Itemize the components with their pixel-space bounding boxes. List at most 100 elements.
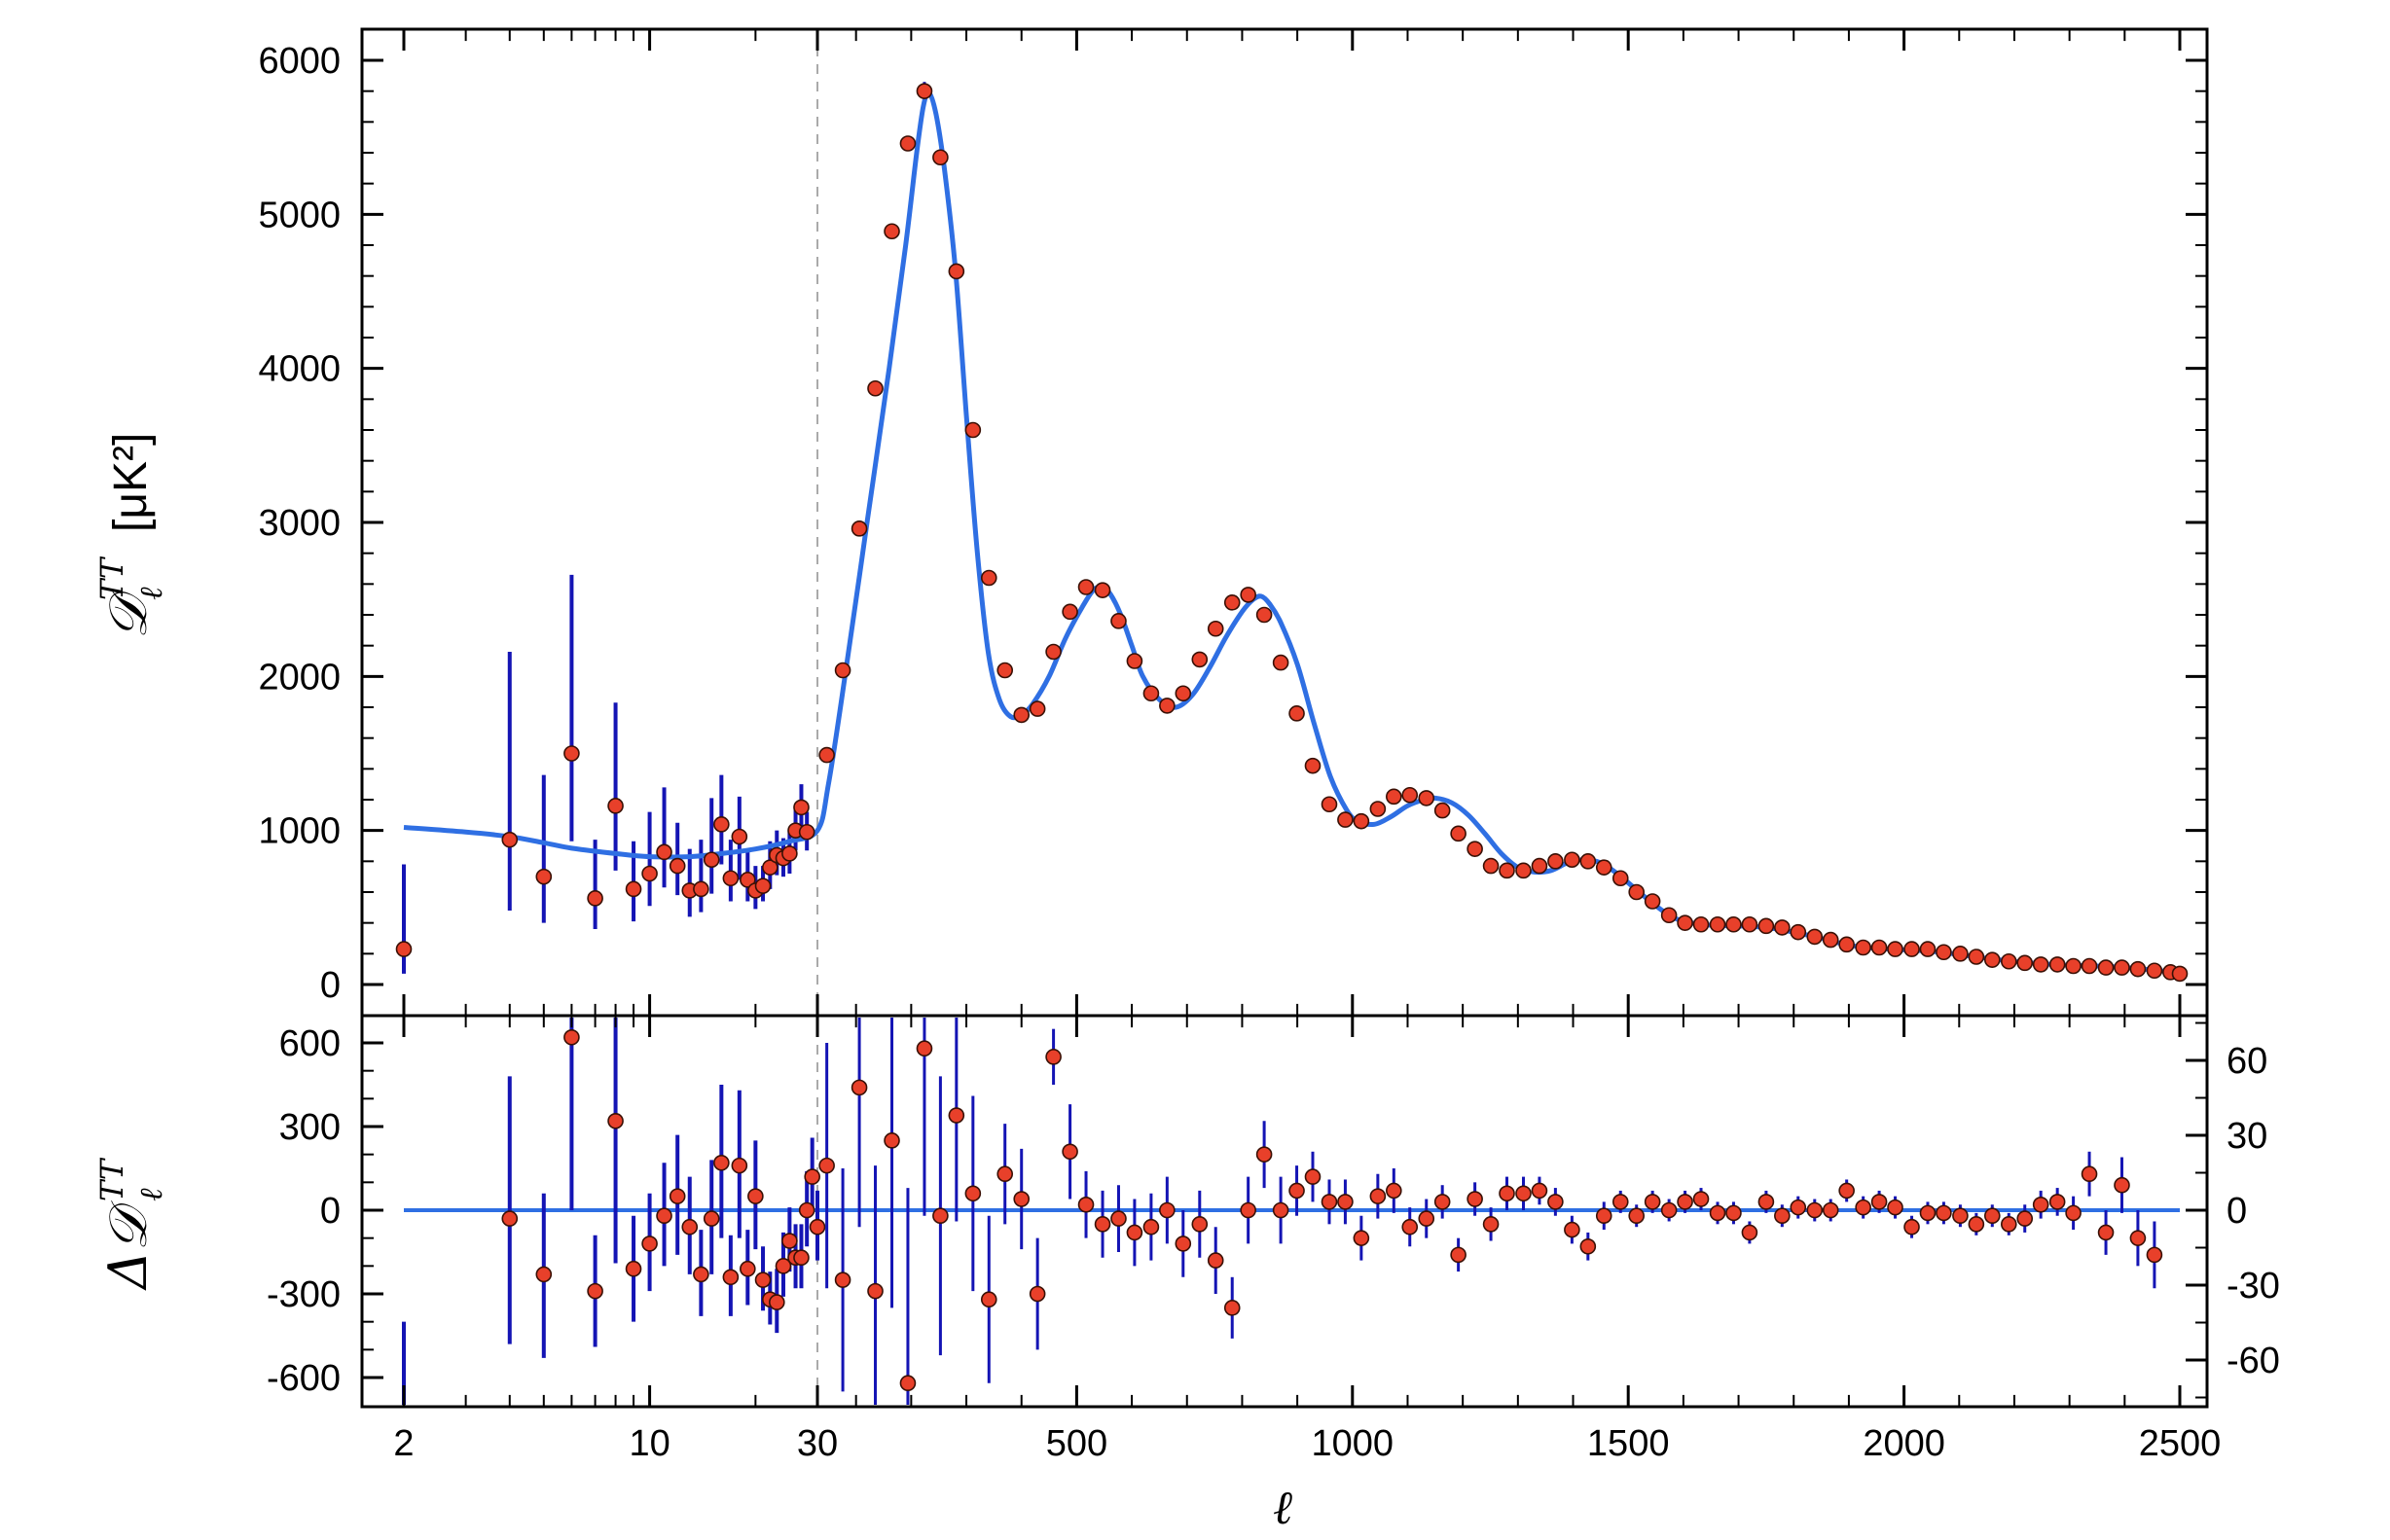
top-y-tick-label: 0 [320,965,341,1006]
residual-data-point [1191,1216,1209,1233]
residual-data-point [625,1260,642,1277]
residual-data-point [1531,1182,1548,1200]
top-panel-frame [360,27,2209,1018]
top-data-point [1968,949,1985,965]
top-data-point [1741,915,1758,933]
top-data-point [587,890,603,907]
top-data-point [1223,594,1241,611]
residual-data-point [713,1154,730,1171]
top-y-tick-label: 1000 [258,811,341,852]
residual-data-point [2000,1216,2017,1233]
residual-data-point [1255,1146,1273,1163]
top-data-point [1450,825,1467,842]
residual-data-point [1564,1221,1580,1238]
bottom-y-tick-label: 600 [279,1023,341,1064]
x-tick-label: 500 [1046,1423,1107,1464]
residual-data-point [809,1218,826,1236]
residual-data-point [1418,1210,1435,1227]
top-data-point [1936,944,1952,961]
bottom-y-axis-label-sub: ℓ [132,1188,169,1201]
residual-data-point [2114,1176,2130,1194]
residual-data-point [1272,1201,1289,1219]
top-data-point [1855,939,1871,956]
top-data-point [781,845,798,862]
bottom-y-tick-label: -600 [267,1358,341,1399]
residual-data-point [834,1271,851,1288]
top-data-point [1822,931,1839,949]
top-y-axis-label-sup: TT [93,555,130,600]
top-data-point [625,880,642,898]
labels-layer: 2 10 30 500 1000 1500 2000 2500ℓ010002000300040… [93,41,2280,1535]
top-data-point [1564,851,1580,869]
top-data-point [1482,857,1500,875]
residual-data-point [641,1236,658,1252]
top-data-point [1790,923,1807,941]
residual-data-point [818,1157,835,1174]
top-data-point [1337,811,1354,828]
residual-data-point [1401,1218,1419,1236]
residual-data-point [2097,1224,2115,1241]
residual-data-point [804,1168,820,1185]
top-data-point [2048,956,2066,973]
bottom-y-axis-label-sup: TT [93,1157,130,1201]
top-data-point [1870,939,1888,956]
residual-data-point [1887,1199,1903,1216]
residual-data-point [932,1207,949,1225]
residual-data-point [1725,1204,1742,1222]
top-data-point [964,421,982,439]
residual-data-point [2032,1196,2049,1213]
top-data-point [722,870,740,887]
top-data-point [793,799,810,816]
top-y-axis-label-sub: ℓ [132,587,169,600]
top-y-tick-label: 6000 [258,41,341,82]
residual-data-point [2048,1194,2066,1210]
residual-data-point [1547,1194,1564,1210]
residual-data-point [703,1210,720,1227]
residual-data-point [1369,1188,1387,1204]
residual-data-point [1142,1218,1160,1236]
top-data-point [1919,941,1937,957]
residual-data-point [1126,1224,1143,1241]
top-data-point [2097,959,2115,976]
residual-data-point [669,1188,686,1204]
x-tick-label: 2000 [1863,1423,1945,1464]
top-data-point [1467,841,1483,857]
residual-data-point [1337,1194,1354,1210]
residual-data-point [793,1249,810,1267]
bottom-y-tick-label: 300 [279,1107,341,1148]
residual-data-point [1903,1218,1920,1236]
residual-data-point [1159,1201,1176,1219]
bottom-right-y-tick-label: -30 [2227,1266,2280,1307]
residual-data-point [916,1040,933,1057]
top-data-point [948,263,965,280]
residual-data-point [1467,1191,1483,1207]
top-data-point [501,831,519,848]
residual-data-point [1579,1237,1597,1255]
top-data-point [1401,786,1419,804]
top-data-point [1903,941,1920,957]
top-data-point [980,569,997,587]
top-data-point [851,520,868,537]
top-data-point [1983,951,2001,968]
residual-data-point [1207,1252,1224,1269]
top-data-point [1547,853,1564,870]
residual-data-point [1321,1194,1338,1210]
top-data-point [1725,915,1742,933]
bottom-y-tick-label: -300 [267,1274,341,1315]
top-data-point [1595,859,1612,876]
top-data-point [2129,960,2147,978]
top-data-point [1628,883,1646,901]
top-data-point [2171,965,2189,983]
top-data-point [1611,870,1629,887]
residual-data-point [1855,1199,1871,1216]
top-data-point [1142,685,1160,702]
top-data-point [669,857,686,875]
residual-data-point [731,1157,748,1174]
top-data-point [1013,706,1031,724]
top-data-point [1433,802,1451,819]
residual-data-point [1029,1285,1046,1303]
top-data-point [1418,790,1435,806]
bottom-y-tick-label: 0 [320,1191,341,1232]
residual-data-point [1304,1168,1322,1185]
